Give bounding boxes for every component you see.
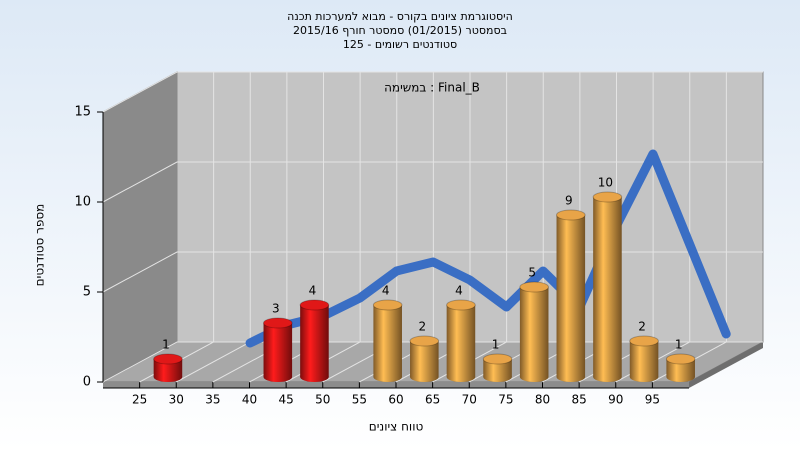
left-wall [102, 71, 178, 383]
bar-top [299, 299, 330, 311]
x-tick-label: 30 [169, 393, 184, 407]
y-tick-label: 5 [83, 285, 91, 300]
y-tick-label: 15 [74, 105, 91, 120]
value-label: 4 [455, 284, 463, 298]
bar [153, 359, 183, 377]
x-tick-label: 90 [608, 393, 623, 407]
value-label: 2 [418, 320, 426, 334]
grid-line [102, 161, 763, 203]
value-label: 4 [382, 284, 390, 298]
x-tick-label: 60 [388, 393, 403, 407]
floor-edge [689, 342, 763, 388]
bar [666, 359, 695, 377]
chart-title: 125 - סטודנטים רשומים [343, 38, 457, 51]
y-axis-title: מספר סטודנטים [33, 204, 47, 287]
bar [410, 341, 439, 377]
y-tick-label: 10 [74, 195, 91, 210]
x-tick-label: 45 [278, 393, 293, 407]
bar [593, 197, 622, 377]
value-label: 1 [162, 338, 170, 352]
value-label: 2 [638, 320, 646, 334]
x-tick-label: 65 [425, 393, 440, 407]
bar [263, 323, 293, 377]
x-tick-label: 85 [571, 393, 586, 407]
x-tick-label: 55 [352, 393, 367, 407]
value-label: 5 [528, 266, 536, 280]
bar [519, 287, 549, 377]
bar-top [665, 353, 696, 365]
x-tick-label: 40 [242, 393, 257, 407]
bar-top [372, 299, 403, 311]
grid-line [102, 71, 763, 113]
x-tick-label: 50 [315, 393, 330, 407]
x-axis-title: טווח ציונים [369, 420, 424, 434]
bar-top [446, 299, 476, 311]
fit-curve [245, 149, 731, 348]
bar-top [519, 281, 549, 293]
bar-top [409, 335, 440, 347]
value-label: 9 [565, 194, 573, 208]
bar-top [482, 353, 513, 365]
bar-top [263, 317, 293, 329]
bar-top [592, 191, 623, 203]
bar [629, 341, 659, 377]
y-tick-label: 0 [83, 375, 91, 390]
value-label: 10 [598, 176, 613, 190]
value-label: 1 [675, 338, 683, 352]
chart-title: בסמסטר (01/2015) סמסטר חורף 2015/16 [293, 24, 507, 37]
bar [556, 215, 586, 377]
bar-top [556, 209, 586, 221]
x-tick-label: 75 [498, 393, 513, 407]
x-tick-label: 70 [462, 393, 477, 407]
x-tick-label: 25 [132, 393, 147, 407]
bar-top [629, 335, 659, 347]
bar [373, 305, 402, 377]
x-tick-label: 80 [535, 393, 550, 407]
x-tick-label: 35 [205, 393, 220, 407]
bar [483, 359, 512, 377]
bar-top [153, 353, 183, 365]
value-label: 3 [272, 302, 280, 316]
value-label: 1 [492, 338, 500, 352]
annotation: במשימה : Final_B [384, 81, 480, 95]
value-label: 4 [309, 284, 317, 298]
chart-title: היסטוגרמת ציונים בקורס - מבוא למערכות תכ… [287, 10, 513, 23]
bar [300, 305, 329, 377]
bar [446, 305, 476, 377]
x-tick-label: 95 [645, 393, 660, 407]
